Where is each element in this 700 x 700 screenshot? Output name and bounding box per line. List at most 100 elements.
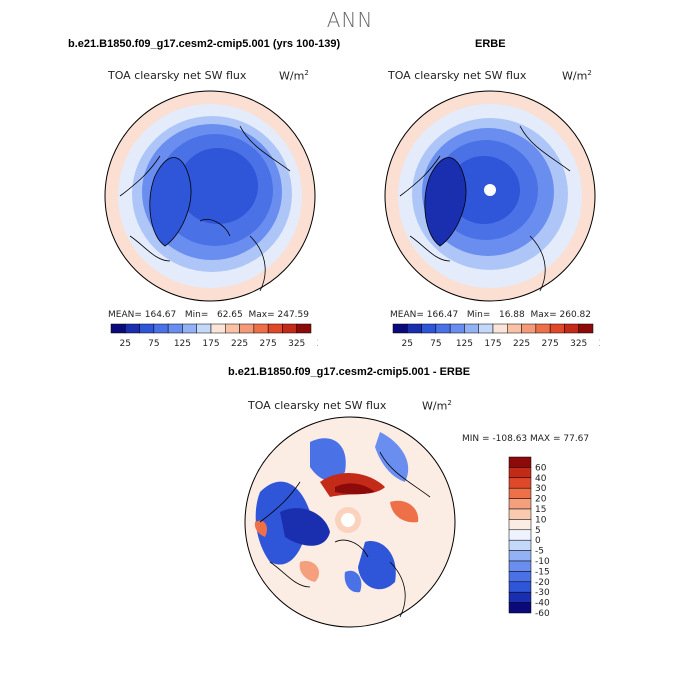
panel3-colorbar-swatch [508,550,532,562]
panel1-units: W/m2 [279,69,309,83]
panel3-stats: MIN = -108.63 MAX = 77.67 [462,434,590,444]
panel1-greenland [149,157,191,246]
panel2-units: W/m2 [562,69,592,83]
panel3-units: W/m2 [422,399,452,413]
panel1-colorbar-swatch [282,323,297,334]
panel3-colorbar-tick-label: 20 [535,495,547,505]
page-title: ANN [326,8,374,32]
panel1-colorbar-swatch [167,323,183,334]
panel3-colorbar-tick-label: -10 [535,557,550,567]
panel2-colorbar-swatch [421,323,437,334]
panel2-colorbar-tick-label: 75 [430,339,441,349]
panel3-colorbar-tick-label: 60 [535,463,547,473]
panel3-colorbar-swatch [508,591,532,603]
panel3-colorbar-swatch [508,571,532,583]
panel1-colorbar-tick-label: 175 [202,339,219,349]
panel2-colorbar-tick-label: 125 [456,339,473,349]
panel3-colorbar-swatch [508,529,532,541]
panel2-colorbar-swatch [464,323,479,334]
panel2-colorbar-swatch [449,323,465,334]
panel1-colorbar-swatch [239,323,255,334]
panel3-colorbar-swatch [508,456,532,468]
panel3-colorbar-swatch [508,519,532,531]
panel1-field-ring5 [178,148,258,224]
panel1-colorbar-swatch [210,323,226,334]
panel3-colorbar-tick-label: -60 [535,609,550,619]
panel2-colorbar-swatch [507,323,522,334]
panel2-map [384,90,596,302]
panel2-colorbar-swatch [478,323,494,334]
panel3-colorbar-tick-label: 5 [535,526,541,536]
panel3-map [244,416,456,628]
panel3-title: b.e21.B1850.f09_g17.cesm2-cmip5.001 - ER… [228,366,471,378]
panel1-colorbar-tick-label: 125 [174,339,191,349]
panel2-colorbar-tick-label: 325 [570,339,587,349]
panel2-colorbar-swatch [564,323,579,334]
panel3-colorbar-tick-label: 15 [535,505,546,515]
panel2-subtitle: TOA clearsky net SW flux [388,69,527,82]
panel3-colorbar-tick-label: -5 [535,547,544,557]
panel3-pole-gap [341,513,355,527]
panel3-colorbar-tick-label: -15 [535,567,550,577]
panel1-stats: MEAN= 164.67 Min= 62.65 Max= 247.59 [108,310,309,320]
panel2-pole-gap [484,184,496,196]
panel1-colorbar-tick-label: 325 [288,339,305,349]
panel1-colorbar-swatch [110,323,126,334]
panel2-colorbar-swatch [407,323,422,334]
panel2-colorbar-swatch [392,323,408,334]
panel2-colorbar-tick-label: 375 [599,339,600,349]
panel3-colorbar-swatch [508,560,532,572]
panel2-colorbar-tick-label: 225 [513,339,530,349]
panel2-colorbar-swatch [578,323,594,334]
panel1-title: b.e21.B1850.f09_g17.cesm2-cmip5.001 (yrs… [68,38,341,50]
panel1-colorbar-swatch [225,323,240,334]
panel2-colorbar-tick-label: 275 [542,339,559,349]
panel1-colorbar-swatch [153,323,169,334]
panel2-colorbar-swatch [492,323,508,334]
panel1-map [104,90,316,302]
panel3-colorbar-tick-label: -40 [535,599,550,609]
panel2-colorbar-swatch [521,323,537,334]
panel1-colorbar-swatch [267,323,283,334]
panel2-coastlines [399,125,571,292]
panel2-colorbar-tick-label: 25 [402,339,413,349]
panel2-title: ERBE [475,38,506,50]
panel2-colorbar-swatch [535,323,551,334]
panel3-coastlines [259,451,431,618]
panel1-colorbar-tick-label: 25 [120,339,131,349]
panel1-subtitle: TOA clearsky net SW flux [108,69,247,82]
panel3-colorbar-tick-label: 30 [535,484,547,494]
panel3-colorbar-swatch [508,508,532,520]
panel1-colorbar-tick-label: 225 [231,339,248,349]
panel1-colorbar-tick-label: 75 [148,339,159,349]
panel1-colorbar-swatch [182,323,197,334]
panel1-colorbar-tick-label: 375 [317,339,318,349]
panel3-colorbar-swatch [508,539,532,551]
panel3-colorbar-tick-label: 40 [535,474,547,484]
panel3-colorbar-tick-label: 0 [535,536,541,546]
panel3-colorbar-tick-label: -30 [535,588,550,598]
panel3-colorbar-swatch [508,581,532,593]
panel3-colorbar-swatch [508,602,532,614]
panel1-colorbar-swatch [296,323,312,334]
panel3-colorbar-swatch [508,487,532,499]
panel2-greenland [424,157,467,247]
panel1-colorbar: 25 75 125 175 225 275 325 375 [110,323,318,349]
panel1-colorbar-tick-label: 275 [260,339,277,349]
panel1-colorbar-swatch [139,323,155,334]
panel2-stats: MEAN= 166.47 Min= 16.88 Max= 260.82 [390,310,591,320]
panel2-colorbar-tick-label: 175 [484,339,501,349]
panel2-colorbar-swatch [435,323,451,334]
panel1-colorbar-swatch [253,323,269,334]
panel3-colorbar-tick-label: -20 [535,578,550,588]
panel2-colorbar: 25 75 125 175 225 275 325 375 [392,323,600,349]
panel3-colorbar-swatch [508,477,532,489]
panel1-colorbar-swatch [196,323,212,334]
panel3-subtitle: TOA clearsky net SW flux [248,399,387,412]
panel3-colorbar-swatch [508,467,532,479]
panel3-colorbar-swatch [508,498,532,510]
panel1-coastlines [119,125,291,292]
panel2-colorbar-swatch [549,323,565,334]
panel1-colorbar-swatch [125,323,140,334]
